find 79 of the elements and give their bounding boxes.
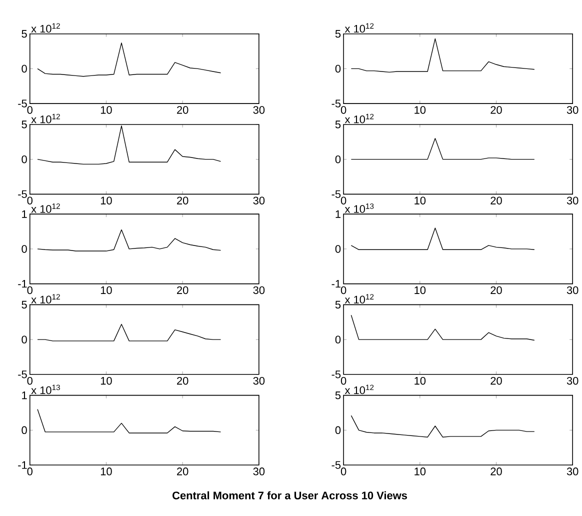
x-tick-label: 30: [566, 286, 578, 294]
y-tick-label: -1: [332, 280, 340, 288]
y-tick-label: 5: [335, 392, 341, 400]
text: x 10$^{13}$: [31, 384, 60, 394]
y-tick-label: 0: [22, 426, 27, 434]
x-tick-label: 20: [177, 468, 188, 476]
x-tick-label: 20: [490, 377, 502, 385]
x-tick-label: 10: [414, 468, 426, 476]
y-tick-label: 0: [335, 245, 341, 253]
y-tick-label: 1: [22, 392, 27, 400]
x-tick-label: 0: [27, 468, 32, 476]
y-tick-label: -5: [18, 370, 27, 378]
x-tick-label: 30: [566, 377, 578, 385]
text: x 10$^{12}$: [344, 294, 374, 304]
x-tick-label: 10: [100, 196, 112, 205]
y-tick-label: 0: [335, 64, 341, 73]
x-tick-label: 20: [177, 196, 188, 205]
x-tick-label: 10: [100, 377, 112, 385]
text: x 10$^{12}$: [31, 294, 60, 304]
x-tick-label: 0: [340, 196, 346, 205]
y-tick-label: -1: [18, 280, 27, 288]
y-tick-label: 5: [22, 300, 27, 309]
x-tick-label: 30: [253, 286, 265, 294]
y-tick-label: 0: [335, 156, 341, 164]
y-tick-label: 5: [22, 120, 27, 128]
x-tick-label: 20: [177, 286, 188, 294]
x-tick-label: 30: [253, 377, 265, 385]
y-tick-label: 0: [22, 245, 27, 253]
x-tick-label: 10: [100, 286, 112, 294]
x-tick-label: 0: [340, 377, 346, 385]
x-tick-label: 30: [253, 196, 265, 205]
x-tick-label: 0: [340, 286, 346, 294]
text: x 10$^{12}$: [344, 23, 374, 33]
x-tick-label: 30: [566, 106, 578, 114]
x-tick-label: 10: [100, 106, 112, 114]
text: Central Moment 7 for a User Across 10 Views: [172, 491, 408, 500]
text: x 10$^{12}$: [344, 384, 374, 394]
x-tick-label: 20: [490, 286, 502, 294]
x-tick-label: 10: [414, 377, 426, 385]
x-tick-label: 0: [340, 106, 346, 114]
x-tick-label: 10: [100, 468, 112, 476]
y-tick-label: 0: [22, 156, 27, 164]
x-tick-label: 30: [566, 468, 578, 476]
text: x 10$^{12}$: [31, 114, 60, 124]
x-tick-label: 20: [177, 106, 188, 114]
y-tick-label: -5: [332, 100, 341, 108]
y-tick-label: 0: [22, 336, 27, 344]
x-tick-label: 30: [253, 468, 265, 476]
x-tick-label: 20: [490, 106, 502, 114]
y-tick-label: 5: [335, 120, 341, 128]
y-tick-label: -1: [18, 461, 27, 469]
y-tick-label: 5: [22, 30, 27, 38]
text: x 10$^{13}$: [344, 204, 374, 213]
y-tick-label: 0: [335, 426, 341, 434]
x-tick-label: 10: [414, 286, 426, 294]
y-tick-label: -5: [18, 190, 27, 198]
y-tick-label: 1: [336, 210, 340, 218]
y-tick-label: 1: [22, 210, 27, 218]
y-tick-label: 0: [22, 64, 27, 73]
y-tick-label: -5: [332, 190, 341, 198]
x-tick-label: 0: [27, 377, 32, 385]
x-tick-label: 20: [490, 468, 502, 476]
y-tick-label: 0: [335, 336, 341, 344]
text: x 10$^{12}$: [31, 23, 60, 33]
x-tick-label: 10: [414, 196, 426, 205]
x-tick-label: 30: [566, 196, 578, 205]
x-tick-label: 0: [27, 106, 32, 114]
y-tick-label: -5: [18, 100, 27, 108]
x-tick-label: 0: [340, 468, 346, 476]
x-tick-label: 10: [414, 106, 426, 114]
y-tick-label: -5: [332, 370, 341, 378]
text: x 10$^{12}$: [31, 204, 60, 213]
text: x 10$^{12}$: [344, 114, 374, 124]
y-tick-label: 5: [335, 300, 341, 309]
y-tick-label: -5: [332, 461, 341, 469]
x-tick-label: 20: [490, 196, 502, 205]
x-tick-label: 20: [177, 377, 188, 385]
y-tick-label: 5: [335, 30, 341, 38]
x-tick-label: 30: [253, 106, 265, 114]
